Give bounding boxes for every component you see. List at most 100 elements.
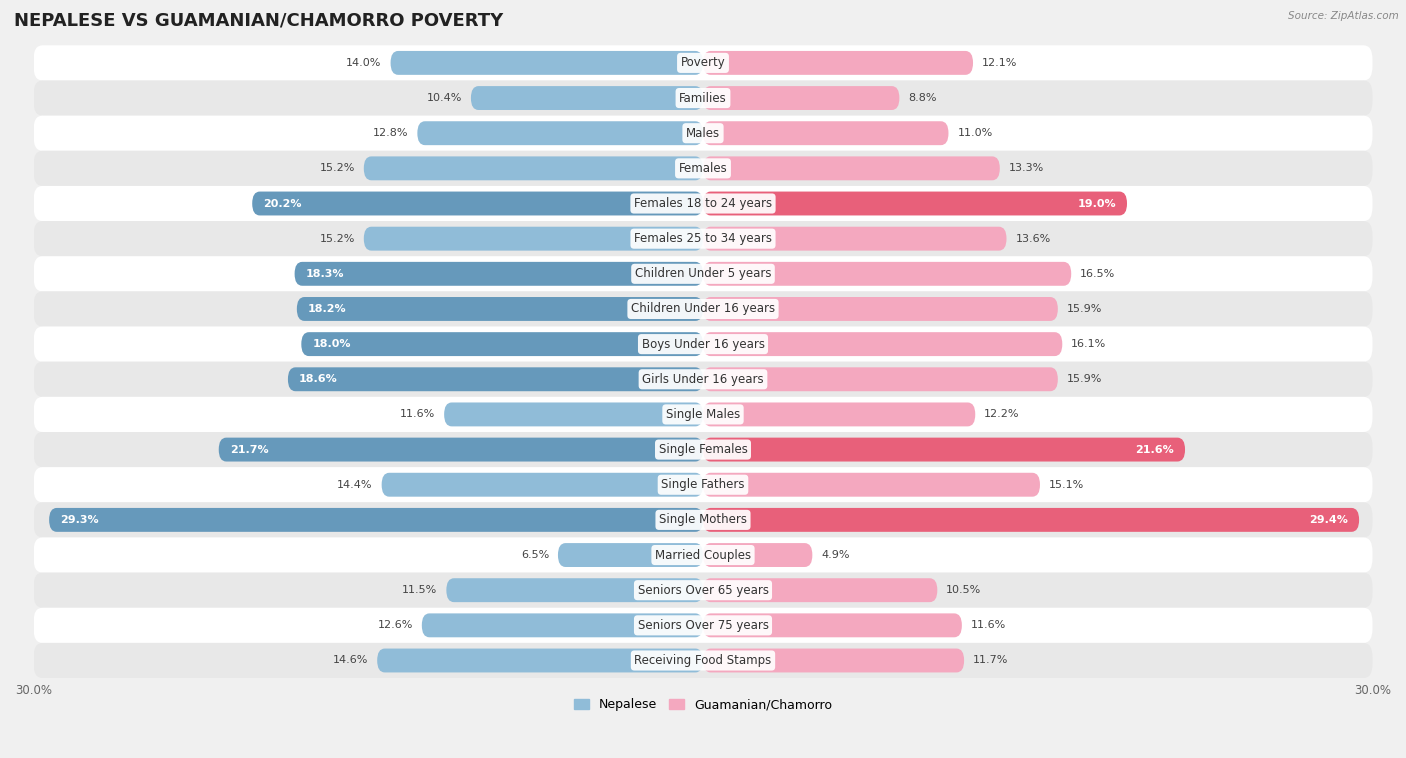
Text: 15.9%: 15.9% — [1067, 304, 1102, 314]
FancyBboxPatch shape — [703, 262, 1071, 286]
Text: Seniors Over 65 years: Seniors Over 65 years — [637, 584, 769, 597]
Text: 8.8%: 8.8% — [908, 93, 936, 103]
FancyBboxPatch shape — [34, 327, 1372, 362]
Text: 10.4%: 10.4% — [426, 93, 463, 103]
FancyBboxPatch shape — [703, 51, 973, 75]
FancyBboxPatch shape — [703, 402, 976, 427]
FancyBboxPatch shape — [703, 543, 813, 567]
FancyBboxPatch shape — [703, 508, 1360, 532]
Text: Single Mothers: Single Mothers — [659, 513, 747, 526]
Text: 18.0%: 18.0% — [312, 339, 352, 349]
Text: Single Fathers: Single Fathers — [661, 478, 745, 491]
Text: 16.1%: 16.1% — [1071, 339, 1107, 349]
FancyBboxPatch shape — [703, 227, 1007, 251]
FancyBboxPatch shape — [34, 537, 1372, 572]
Text: 29.3%: 29.3% — [60, 515, 98, 525]
Text: 15.1%: 15.1% — [1049, 480, 1084, 490]
Text: 11.0%: 11.0% — [957, 128, 993, 138]
FancyBboxPatch shape — [381, 473, 703, 496]
FancyBboxPatch shape — [34, 643, 1372, 678]
Text: Girls Under 16 years: Girls Under 16 years — [643, 373, 763, 386]
Text: Males: Males — [686, 127, 720, 139]
Text: 20.2%: 20.2% — [263, 199, 302, 208]
FancyBboxPatch shape — [297, 297, 703, 321]
Text: 15.2%: 15.2% — [319, 164, 354, 174]
Text: 14.0%: 14.0% — [346, 58, 381, 68]
FancyBboxPatch shape — [703, 86, 900, 110]
FancyBboxPatch shape — [301, 332, 703, 356]
FancyBboxPatch shape — [444, 402, 703, 427]
Legend: Nepalese, Guamanian/Chamorro: Nepalese, Guamanian/Chamorro — [568, 693, 838, 716]
FancyBboxPatch shape — [703, 297, 1057, 321]
FancyBboxPatch shape — [252, 192, 703, 215]
Text: 11.6%: 11.6% — [970, 620, 1007, 631]
FancyBboxPatch shape — [703, 578, 938, 602]
Text: 11.5%: 11.5% — [402, 585, 437, 595]
Text: 15.9%: 15.9% — [1067, 374, 1102, 384]
FancyBboxPatch shape — [703, 121, 949, 145]
FancyBboxPatch shape — [34, 80, 1372, 116]
Text: 13.6%: 13.6% — [1015, 233, 1050, 243]
FancyBboxPatch shape — [34, 116, 1372, 151]
Text: Children Under 16 years: Children Under 16 years — [631, 302, 775, 315]
Text: 13.3%: 13.3% — [1008, 164, 1045, 174]
Text: 14.6%: 14.6% — [333, 656, 368, 666]
Text: 16.5%: 16.5% — [1080, 269, 1115, 279]
FancyBboxPatch shape — [34, 45, 1372, 80]
Text: Poverty: Poverty — [681, 56, 725, 70]
FancyBboxPatch shape — [422, 613, 703, 637]
Text: 12.8%: 12.8% — [373, 128, 408, 138]
FancyBboxPatch shape — [34, 432, 1372, 467]
FancyBboxPatch shape — [34, 186, 1372, 221]
Text: Children Under 5 years: Children Under 5 years — [634, 268, 772, 280]
FancyBboxPatch shape — [703, 613, 962, 637]
Text: 19.0%: 19.0% — [1077, 199, 1116, 208]
FancyBboxPatch shape — [34, 256, 1372, 291]
Text: 21.6%: 21.6% — [1135, 445, 1174, 455]
Text: 18.2%: 18.2% — [308, 304, 347, 314]
FancyBboxPatch shape — [558, 543, 703, 567]
FancyBboxPatch shape — [703, 332, 1063, 356]
Text: 6.5%: 6.5% — [520, 550, 548, 560]
Text: Females 18 to 24 years: Females 18 to 24 years — [634, 197, 772, 210]
FancyBboxPatch shape — [703, 473, 1040, 496]
FancyBboxPatch shape — [364, 156, 703, 180]
Text: Boys Under 16 years: Boys Under 16 years — [641, 337, 765, 351]
Text: 15.2%: 15.2% — [319, 233, 354, 243]
FancyBboxPatch shape — [34, 362, 1372, 397]
FancyBboxPatch shape — [703, 368, 1057, 391]
FancyBboxPatch shape — [219, 437, 703, 462]
Text: 11.7%: 11.7% — [973, 656, 1008, 666]
Text: Seniors Over 75 years: Seniors Over 75 years — [637, 619, 769, 632]
FancyBboxPatch shape — [49, 508, 703, 532]
Text: Receiving Food Stamps: Receiving Food Stamps — [634, 654, 772, 667]
FancyBboxPatch shape — [471, 86, 703, 110]
FancyBboxPatch shape — [295, 262, 703, 286]
Text: 12.2%: 12.2% — [984, 409, 1019, 419]
Text: 18.6%: 18.6% — [299, 374, 337, 384]
Text: Married Couples: Married Couples — [655, 549, 751, 562]
Text: 12.1%: 12.1% — [981, 58, 1018, 68]
Text: 18.3%: 18.3% — [305, 269, 344, 279]
Text: Single Females: Single Females — [658, 443, 748, 456]
FancyBboxPatch shape — [34, 291, 1372, 327]
Text: Source: ZipAtlas.com: Source: ZipAtlas.com — [1288, 11, 1399, 21]
Text: 4.9%: 4.9% — [821, 550, 849, 560]
FancyBboxPatch shape — [418, 121, 703, 145]
FancyBboxPatch shape — [703, 192, 1128, 215]
Text: Females 25 to 34 years: Females 25 to 34 years — [634, 232, 772, 245]
FancyBboxPatch shape — [377, 649, 703, 672]
Text: 29.4%: 29.4% — [1309, 515, 1348, 525]
Text: 10.5%: 10.5% — [946, 585, 981, 595]
FancyBboxPatch shape — [34, 608, 1372, 643]
FancyBboxPatch shape — [34, 503, 1372, 537]
FancyBboxPatch shape — [34, 151, 1372, 186]
FancyBboxPatch shape — [703, 437, 1185, 462]
FancyBboxPatch shape — [364, 227, 703, 251]
FancyBboxPatch shape — [34, 221, 1372, 256]
FancyBboxPatch shape — [34, 572, 1372, 608]
FancyBboxPatch shape — [288, 368, 703, 391]
Text: Single Males: Single Males — [666, 408, 740, 421]
Text: Females: Females — [679, 162, 727, 175]
Text: 14.4%: 14.4% — [337, 480, 373, 490]
